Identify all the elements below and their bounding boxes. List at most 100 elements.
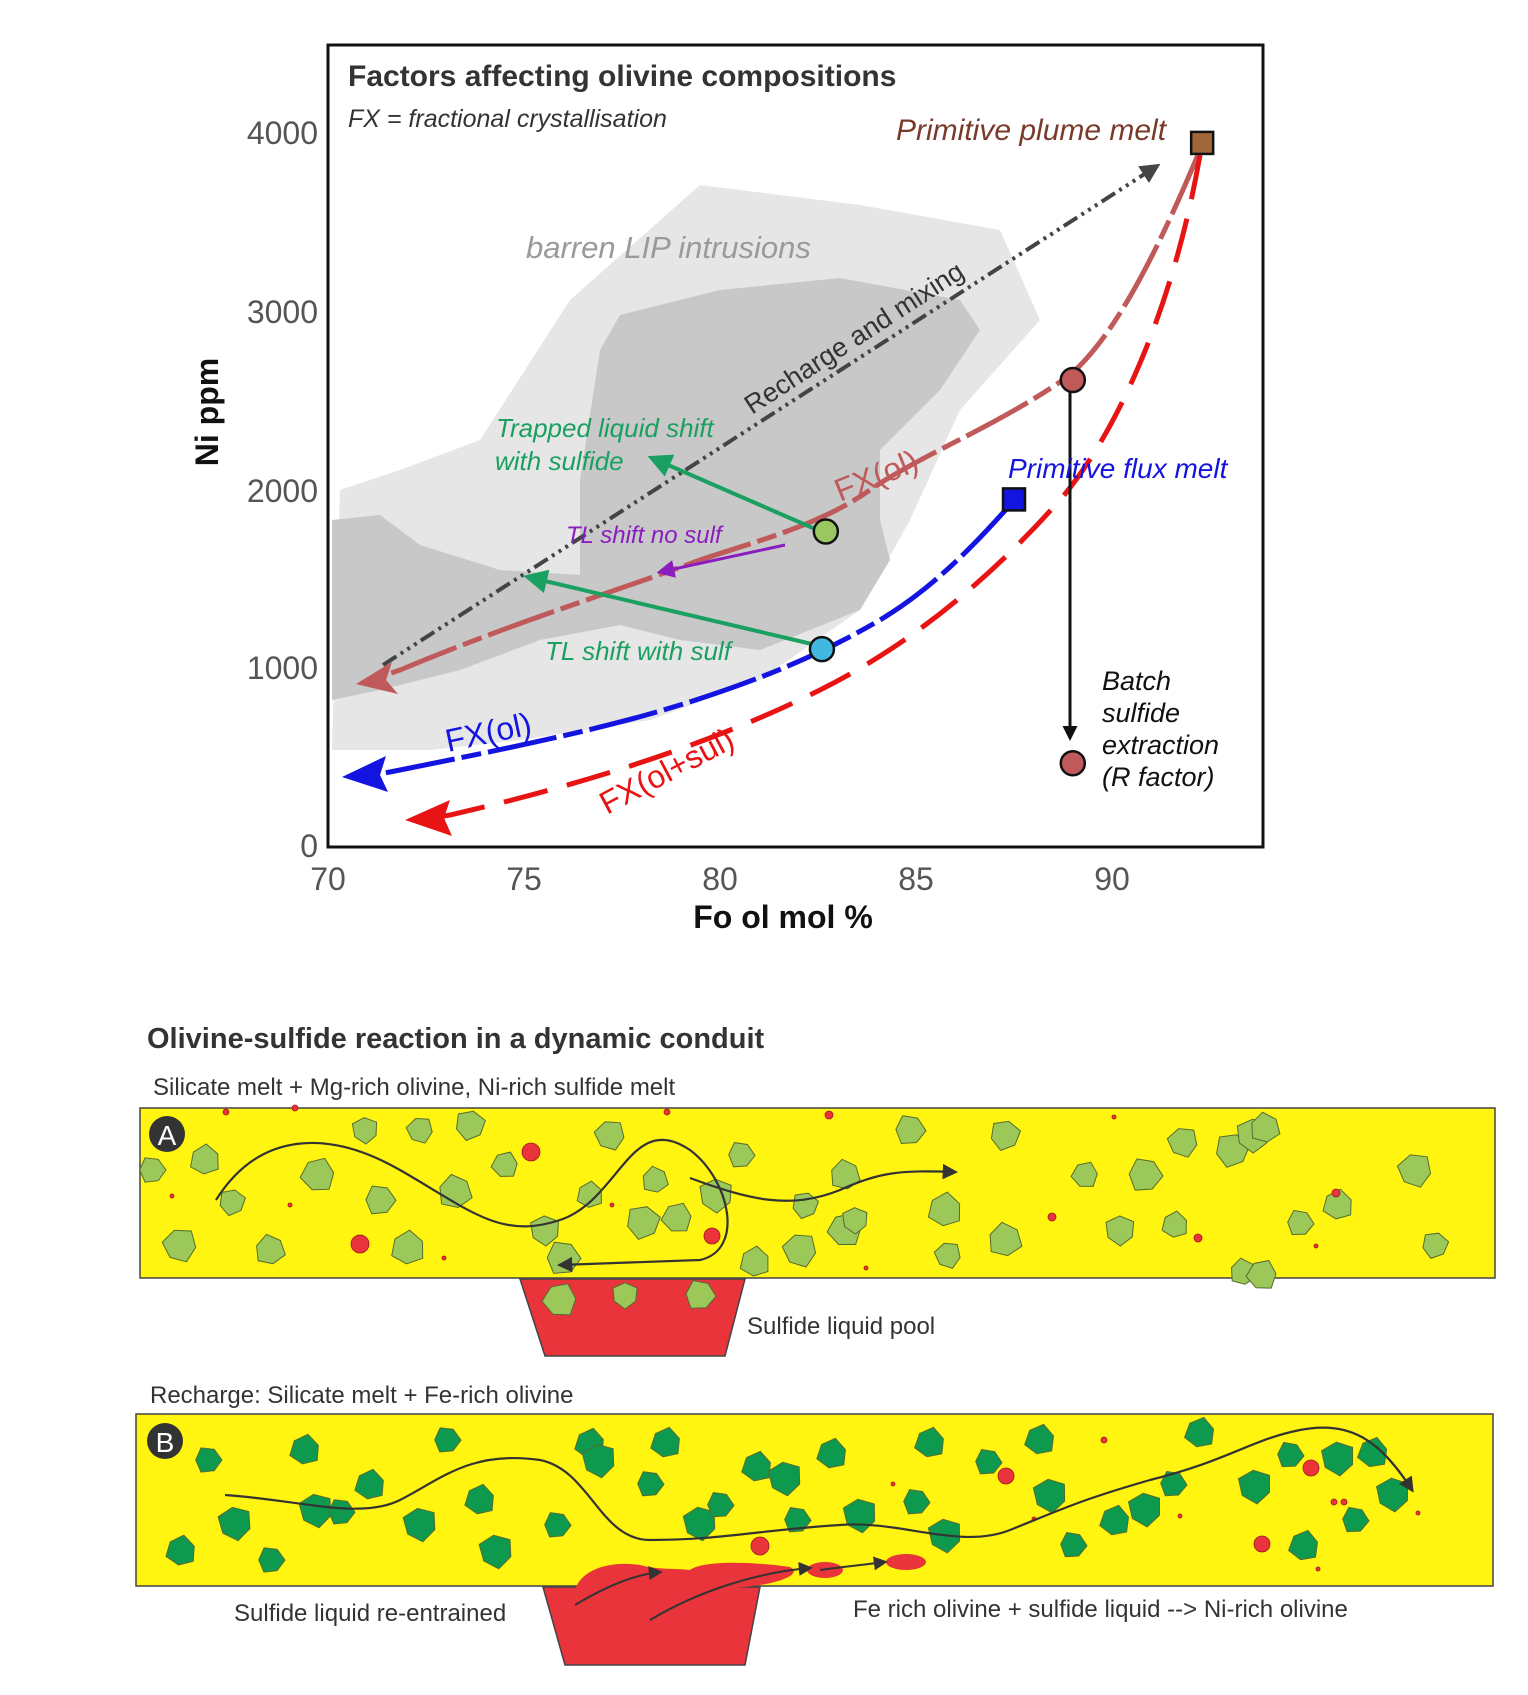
- olivine-crystal: [351, 1117, 378, 1145]
- sulfide-droplet: [1330, 1498, 1338, 1506]
- fx-ol-sul-arrowhead: [405, 800, 452, 836]
- label-fx-ol-sul: FX(ol+sul): [593, 721, 739, 822]
- sulfide-droplet: [1331, 1188, 1341, 1198]
- panel-b-sulfide-plume: [575, 1562, 794, 1590]
- fx-ol-sul-curve: [431, 154, 1203, 821]
- olivine-crystal: [1251, 1111, 1281, 1143]
- olivine-crystal: [1160, 1470, 1188, 1497]
- panel-a-caption: Silicate melt + Mg-rich olivine, Ni-rich…: [153, 1074, 675, 1101]
- panel-a-conduit: [139, 1107, 1496, 1279]
- olivine-crystal: [767, 1461, 801, 1497]
- y-axis-label: Ni ppm: [189, 358, 225, 466]
- panel-b-entrain-arrow: [819, 1556, 888, 1571]
- y-tick-label: 1000: [247, 650, 318, 686]
- olivine-crystal: [842, 1207, 868, 1235]
- panel-a-sulfide-droplets: [169, 1104, 1341, 1271]
- olivine-crystal: [1422, 1232, 1450, 1259]
- olivine-crystal: [612, 1282, 638, 1310]
- panel-a-pool-label: Sulfide liquid pool: [747, 1313, 935, 1340]
- x-axis-label: Fo ol mol %: [693, 899, 873, 935]
- sulfide-droplet: [287, 1202, 293, 1208]
- fx-ol-flux-curve: [371, 503, 1012, 778]
- olivine-crystal: [217, 1506, 251, 1542]
- label-primitive-flux-melt: Primitive flux melt: [1008, 453, 1229, 484]
- olivine-crystal: [1070, 1161, 1098, 1187]
- y-tick-label: 2000: [247, 473, 318, 509]
- panel-b-entrain-arrow: [574, 1566, 663, 1606]
- olivine-crystal: [391, 1229, 424, 1265]
- sulfide-droplet: [441, 1255, 447, 1261]
- olivine-crystal: [581, 1443, 615, 1479]
- olivine-crystal: [478, 1534, 512, 1570]
- chart: 0 1000 2000 3000 4000 70 75 80 85 90 Fo …: [189, 43, 1265, 935]
- olivine-crystal: [299, 1157, 335, 1191]
- label-tl-shift-no-sulf: TL shift no sulf: [566, 522, 724, 549]
- olivine-crystal: [405, 1117, 433, 1144]
- panel-a-flow-path: [215, 1138, 729, 1273]
- olivine-crystal: [816, 1437, 846, 1469]
- sulfide-droplet: [1177, 1513, 1183, 1519]
- y-axis: 0 1000 2000 3000 4000: [247, 115, 318, 864]
- plot-frame: [326, 43, 1265, 849]
- olivine-crystal: [1287, 1209, 1315, 1236]
- data-point: [808, 635, 836, 663]
- fx-ol-plume-arrowhead: [356, 662, 398, 694]
- x-tick-label: 80: [702, 861, 738, 897]
- olivine-crystal: [464, 1483, 494, 1515]
- label-tl-shift-with-sulf: TL shift with sulf: [545, 636, 734, 666]
- olivine-crystal: [739, 1245, 769, 1277]
- olivine-crystal: [544, 1512, 572, 1538]
- label-batch-2: sulfide: [1102, 698, 1180, 728]
- label-batch-4: (R factor): [1102, 762, 1215, 792]
- olivine-crystal: [903, 1489, 931, 1515]
- panel-b-sulfide-droplets: [750, 1436, 1421, 1572]
- sulfide-droplet: [350, 1234, 370, 1254]
- y-tick-label: 4000: [247, 115, 318, 151]
- olivine-crystal: [914, 1426, 944, 1458]
- olivine-crystal: [593, 1121, 625, 1151]
- tl-shift-no-sulf-arrow: [656, 543, 786, 578]
- olivine-crystal: [139, 1157, 167, 1183]
- olivine-crystal: [455, 1110, 486, 1142]
- olivine-crystal: [707, 1492, 735, 1518]
- sulfide-droplet: [1193, 1233, 1203, 1243]
- recharge-mixing-arrow: [381, 163, 1161, 667]
- olivine-crystal: [990, 1120, 1022, 1151]
- panel-b-caption: Recharge: Silicate melt + Fe-rich olivin…: [150, 1382, 574, 1409]
- olivine-crystal: [165, 1534, 195, 1566]
- sulfide-droplet: [1111, 1114, 1117, 1120]
- sulfide-droplet: [609, 1202, 615, 1208]
- sulfide-droplet: [1253, 1535, 1271, 1553]
- olivine-crystal: [975, 1448, 1003, 1475]
- diagram-title: Olivine-sulfide reaction in a dynamic co…: [147, 1023, 765, 1055]
- olivine-crystal: [1357, 1436, 1388, 1468]
- panel-b-right-label: Fe rich olivine + sulfide liquid --> Ni-…: [853, 1596, 1348, 1623]
- sulfide-droplet: [1315, 1566, 1321, 1572]
- olivine-crystal: [1161, 1210, 1187, 1238]
- olivine-crystal: [490, 1151, 518, 1177]
- panel-a-olivines: [139, 1110, 1450, 1316]
- olivine-crystal: [685, 1280, 717, 1309]
- chart-subtitle: FX = fractional crystallisation: [348, 105, 667, 133]
- olivine-crystal: [161, 1229, 197, 1263]
- olivine-crystal: [289, 1433, 319, 1465]
- olivine-crystal: [1237, 1469, 1270, 1505]
- olivine-crystal: [933, 1242, 961, 1269]
- olivine-crystal: [642, 1165, 669, 1193]
- olivine-crystal: [989, 1221, 1023, 1257]
- olivine-crystal: [1277, 1441, 1305, 1468]
- panel-b-badge: [147, 1423, 183, 1459]
- data-point: [1059, 366, 1087, 394]
- olivine-crystal: [637, 1471, 665, 1497]
- sulfide-droplet: [750, 1536, 770, 1556]
- olivine-crystal: [682, 1506, 716, 1542]
- field-label: barren LIP intrusions: [526, 230, 811, 265]
- chart-title: Factors affecting olivine compositions: [348, 60, 896, 93]
- panel-b-flow-path: [224, 1426, 1414, 1542]
- olivine-crystal: [1184, 1416, 1215, 1448]
- trapped-liquid-shift-arrow: [647, 454, 823, 534]
- data-point: [1059, 749, 1087, 777]
- olivine-crystal: [1321, 1441, 1354, 1477]
- chart-points: [808, 130, 1215, 777]
- panel-b-entrain-arrow: [649, 1561, 813, 1621]
